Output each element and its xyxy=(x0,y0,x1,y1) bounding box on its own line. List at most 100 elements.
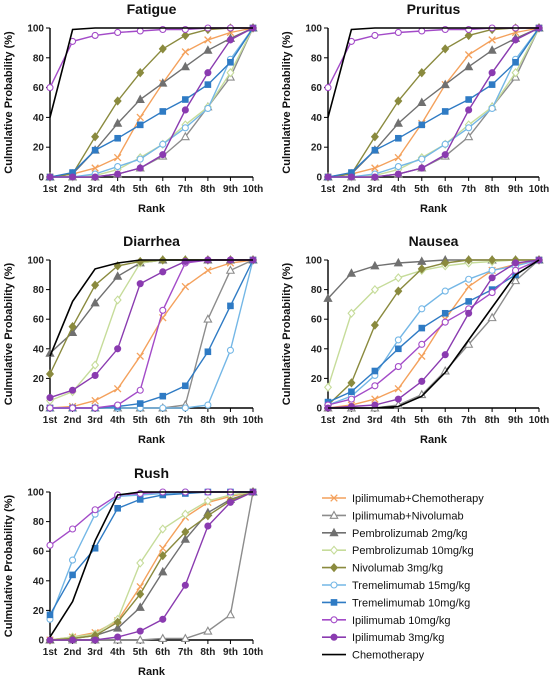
data-point xyxy=(418,164,426,172)
data-point xyxy=(417,264,426,274)
data-point xyxy=(464,282,473,291)
data-point xyxy=(226,346,234,354)
x-tick-label: 7th xyxy=(461,184,476,195)
data-point xyxy=(393,257,403,267)
data-point xyxy=(465,275,473,283)
data-point xyxy=(113,118,123,127)
data-point xyxy=(46,173,54,181)
x-tick-label: 3rd xyxy=(367,184,383,195)
series-line xyxy=(49,491,254,641)
data-point xyxy=(370,284,379,295)
y-tick-label: 100 xyxy=(27,24,44,35)
data-point xyxy=(113,617,122,627)
data-point xyxy=(225,265,236,274)
x-tick-label: 2nd xyxy=(343,415,361,426)
y-tick-label: 40 xyxy=(33,576,45,587)
y-tick-label: 60 xyxy=(33,547,45,558)
data-point xyxy=(135,602,145,611)
legend-marker xyxy=(329,545,339,555)
data-point xyxy=(113,153,122,162)
x-tick-label: 10th xyxy=(529,184,550,195)
data-point xyxy=(135,634,145,644)
chart-title: Fatigue xyxy=(127,1,177,17)
data-point xyxy=(69,571,76,579)
data-point xyxy=(226,498,234,506)
data-point xyxy=(136,589,145,599)
x-tick-label: 9th xyxy=(223,647,238,658)
legend-marker xyxy=(329,562,339,573)
legend-label: Chemotherapy xyxy=(352,650,425,662)
series-line xyxy=(49,491,253,546)
x-tick-label: 7th xyxy=(178,184,193,195)
y-tick-label: 40 xyxy=(311,344,323,355)
data-point xyxy=(370,260,380,270)
y-tick-label: 60 xyxy=(33,83,45,94)
data-point xyxy=(394,286,403,296)
x-tick-label: 9th xyxy=(223,184,238,195)
data-point xyxy=(113,96,122,106)
data-point xyxy=(371,382,379,390)
legend-item: Pembrolizumab 10mg/kg xyxy=(322,545,474,557)
chart-rush: Rush 0 20 40 60 80 100 1st 2nd 3rd 4th 5th 6th 7th 8th… xyxy=(3,465,263,675)
x-axis-label: Rank xyxy=(420,203,448,215)
data-point xyxy=(371,164,379,172)
data-point xyxy=(488,104,496,113)
series-line xyxy=(49,259,253,399)
data-point xyxy=(181,527,190,537)
x-tick-label: 5th xyxy=(133,415,148,426)
data-point xyxy=(136,558,145,568)
x-tick-label: 6th xyxy=(438,184,453,195)
data-point xyxy=(204,266,212,275)
y-tick-label: 80 xyxy=(33,285,45,296)
data-point xyxy=(69,173,77,181)
data-point xyxy=(91,280,100,290)
series-chemotherapy xyxy=(49,259,253,357)
x-tick-label: 5th xyxy=(414,415,429,426)
data-point xyxy=(204,522,212,530)
series-ipilimumab-10mg-kg xyxy=(46,256,257,412)
data-point xyxy=(180,633,190,642)
series-pembrolizumab-2mg-kg xyxy=(45,486,258,644)
data-point xyxy=(159,615,167,623)
x-tick-label: 5th xyxy=(414,184,429,195)
legend-item: Pembrolizumab 2mg/kg xyxy=(322,527,468,540)
series-line xyxy=(328,259,540,409)
x-tick-label: 7th xyxy=(178,415,193,426)
data-point xyxy=(136,386,144,394)
data-point xyxy=(181,581,189,589)
x-tick-label: 4th xyxy=(110,647,125,658)
legend-item: Ipilimumab 10mg/kg xyxy=(322,615,450,627)
x-tick-label: 8th xyxy=(200,184,215,195)
series-ipilimumab-nivolumab xyxy=(45,486,258,644)
data-point xyxy=(204,401,212,409)
series-line xyxy=(49,27,254,178)
chart-title: Nausea xyxy=(409,233,459,249)
legend-item: Chemotherapy xyxy=(322,650,425,662)
data-point xyxy=(324,173,332,181)
series-line xyxy=(327,259,540,403)
legend-item: Ipilimumab+Nivolumab xyxy=(322,510,464,522)
data-point xyxy=(158,566,168,576)
series-ipilimumab-3mg-kg xyxy=(46,24,257,181)
data-point xyxy=(158,44,167,54)
y-tick-label: 80 xyxy=(33,53,45,64)
series-tremelimumab-15mg-kg xyxy=(46,256,257,412)
data-point xyxy=(441,44,450,54)
data-point xyxy=(182,96,189,103)
series-line xyxy=(50,27,254,178)
data-point xyxy=(418,121,426,129)
data-point xyxy=(203,45,213,54)
y-tick-label: 80 xyxy=(311,285,323,296)
data-point xyxy=(441,140,449,148)
x-tick-label: 1st xyxy=(43,415,58,426)
y-tick-label: 60 xyxy=(33,315,45,326)
legend-label: Tremelimumab 15mg/kg xyxy=(352,580,470,592)
legend-label: Ipilimumab+Nivolumab xyxy=(352,510,464,522)
data-point xyxy=(136,121,144,129)
data-point xyxy=(114,134,121,142)
data-point xyxy=(370,320,379,330)
data-point xyxy=(91,31,99,40)
x-tick-label: 9th xyxy=(508,415,523,426)
data-point xyxy=(418,27,426,35)
data-point xyxy=(114,163,122,171)
